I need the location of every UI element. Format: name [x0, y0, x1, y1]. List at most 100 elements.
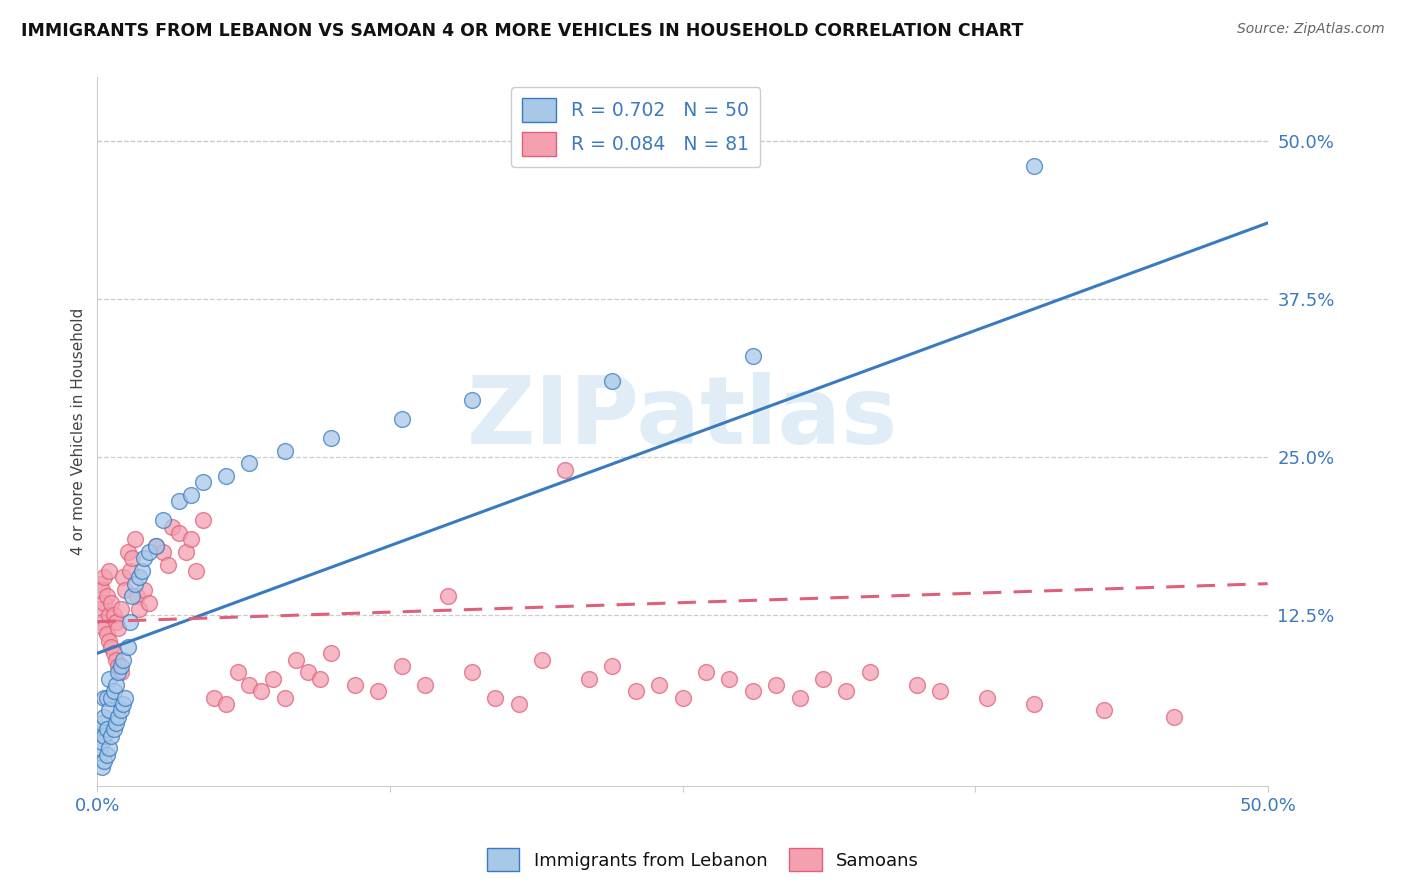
Point	[121, 590, 143, 604]
Point	[103, 608, 125, 623]
Text: ZIPatlas: ZIPatlas	[467, 372, 898, 464]
Point	[103, 722, 125, 736]
Point	[112, 697, 135, 711]
Point	[215, 697, 238, 711]
Point	[835, 684, 858, 698]
Point	[156, 558, 179, 572]
Point	[215, 469, 238, 483]
Point	[343, 678, 366, 692]
Point	[273, 443, 295, 458]
Point	[117, 545, 139, 559]
Point	[238, 457, 260, 471]
Point	[128, 570, 150, 584]
Point	[98, 633, 121, 648]
Point	[184, 564, 207, 578]
Point	[152, 513, 174, 527]
Point	[321, 646, 343, 660]
Point	[117, 640, 139, 654]
Point	[100, 729, 122, 743]
Point	[741, 684, 763, 698]
Point	[461, 393, 484, 408]
Point	[367, 684, 389, 698]
Point	[976, 690, 998, 705]
Point	[100, 640, 122, 654]
Point	[226, 665, 249, 680]
Point	[105, 615, 128, 629]
Point	[121, 551, 143, 566]
Point	[96, 722, 118, 736]
Point	[131, 564, 153, 578]
Point	[138, 545, 160, 559]
Point	[98, 741, 121, 756]
Point	[1022, 159, 1045, 173]
Point	[1092, 703, 1115, 717]
Point	[107, 709, 129, 723]
Point	[169, 526, 191, 541]
Point	[93, 570, 115, 584]
Point	[191, 513, 214, 527]
Point	[391, 412, 413, 426]
Point	[103, 684, 125, 698]
Point	[112, 570, 135, 584]
Point	[600, 374, 623, 388]
Point	[93, 596, 115, 610]
Point	[811, 672, 834, 686]
Point	[93, 709, 115, 723]
Point	[96, 747, 118, 762]
Point	[100, 690, 122, 705]
Point	[461, 665, 484, 680]
Point	[96, 690, 118, 705]
Point	[202, 690, 225, 705]
Point	[600, 659, 623, 673]
Point	[321, 431, 343, 445]
Point	[98, 608, 121, 623]
Point	[107, 659, 129, 673]
Point	[91, 582, 114, 597]
Point	[191, 475, 214, 490]
Point	[169, 494, 191, 508]
Point	[98, 564, 121, 578]
Point	[124, 533, 146, 547]
Point	[93, 690, 115, 705]
Point	[98, 703, 121, 717]
Point	[929, 684, 952, 698]
Point	[89, 722, 111, 736]
Point	[105, 715, 128, 730]
Point	[103, 646, 125, 660]
Point	[120, 564, 142, 578]
Point	[1022, 697, 1045, 711]
Point	[89, 576, 111, 591]
Point	[718, 672, 741, 686]
Point	[765, 678, 787, 692]
Point	[162, 519, 184, 533]
Point	[98, 672, 121, 686]
Point	[905, 678, 928, 692]
Point	[112, 652, 135, 666]
Point	[391, 659, 413, 673]
Point	[124, 576, 146, 591]
Point	[96, 627, 118, 641]
Legend: R = 0.702   N = 50, R = 0.084   N = 81: R = 0.702 N = 50, R = 0.084 N = 81	[510, 87, 761, 167]
Point	[648, 678, 671, 692]
Point	[96, 590, 118, 604]
Point	[671, 690, 693, 705]
Point	[91, 760, 114, 774]
Text: Source: ZipAtlas.com: Source: ZipAtlas.com	[1237, 22, 1385, 37]
Point	[127, 590, 149, 604]
Point	[114, 582, 136, 597]
Point	[138, 596, 160, 610]
Point	[554, 463, 576, 477]
Point	[89, 602, 111, 616]
Point	[134, 582, 156, 597]
Point	[1163, 709, 1185, 723]
Legend: Immigrants from Lebanon, Samoans: Immigrants from Lebanon, Samoans	[479, 841, 927, 879]
Point	[695, 665, 717, 680]
Point	[128, 602, 150, 616]
Point	[114, 690, 136, 705]
Point	[859, 665, 882, 680]
Point	[110, 659, 132, 673]
Point	[93, 621, 115, 635]
Point	[93, 729, 115, 743]
Point	[308, 672, 330, 686]
Point	[110, 602, 132, 616]
